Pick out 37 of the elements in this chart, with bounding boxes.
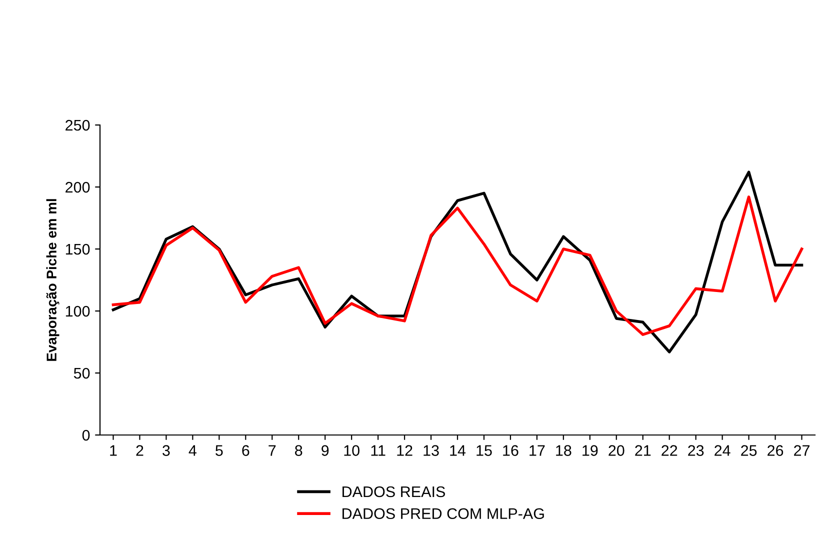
x-tick-label: 6 <box>242 445 250 456</box>
x-tick-label: 24 <box>714 445 730 456</box>
line-series <box>112 196 804 336</box>
x-tick-label: 23 <box>688 445 704 456</box>
x-tick-label: 11 <box>371 445 386 456</box>
legend-label: DADOS REAIS <box>342 486 445 498</box>
x-tick-label: 19 <box>582 445 598 456</box>
x-tick-label: 2 <box>136 445 144 456</box>
y-tick-label: 150 <box>66 244 90 255</box>
x-tick-label: 17 <box>530 445 545 456</box>
x-tick-label: 21 <box>635 445 651 456</box>
x-tick-label: 20 <box>608 445 624 456</box>
x-tick-label: 12 <box>397 445 412 456</box>
y-tick-label: 50 <box>74 368 90 379</box>
x-tick-label: 16 <box>503 445 518 456</box>
x-tick-label: 7 <box>268 445 276 456</box>
y-axis-title: Evaporação Piche em ml <box>46 199 60 361</box>
x-tick-label: 1 <box>110 445 117 456</box>
x-tick-label: 27 <box>794 445 810 456</box>
x-tick-label: 3 <box>162 445 170 456</box>
x-tick-label: 13 <box>424 445 439 456</box>
x-tick-label: 18 <box>556 445 572 456</box>
x-tick-label: 26 <box>768 445 784 456</box>
y-tick-label: 250 <box>66 120 90 131</box>
x-tick-label: 10 <box>344 445 360 456</box>
legend-label: DADOS PRED COM MLP-AG <box>342 508 544 520</box>
y-tick-label: 100 <box>66 306 90 317</box>
y-tick-label: 0 <box>82 430 90 441</box>
x-tick-label: 22 <box>662 445 678 456</box>
x-tick-label: 8 <box>295 445 302 456</box>
x-tick-label: 9 <box>322 445 329 456</box>
x-tick-label: 25 <box>741 445 757 456</box>
x-tick-label: 4 <box>188 445 196 456</box>
x-tick-label: 15 <box>476 445 492 456</box>
x-tick-label: 5 <box>216 445 223 456</box>
y-tick-label: 200 <box>66 182 90 193</box>
x-tick-label: 14 <box>450 445 466 456</box>
